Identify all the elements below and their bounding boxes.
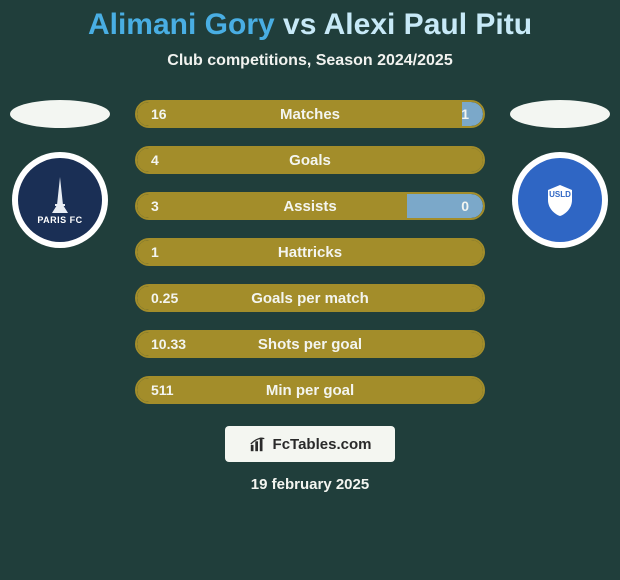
stat-label: Goals (137, 152, 483, 169)
team2-logo-inner: USLD (518, 158, 602, 242)
stat-label: Hattricks (137, 244, 483, 261)
stat-label: Matches (137, 106, 483, 123)
stat-bar: 161Matches (135, 100, 485, 128)
date-text: 19 february 2025 (0, 476, 620, 493)
team1-logo-text: PARIS FC (37, 215, 82, 225)
brand-badge: FcTables.com (225, 426, 395, 462)
stat-bar: 10.33Shots per goal (135, 330, 485, 358)
stat-label: Assists (137, 198, 483, 215)
stat-label: Min per goal (137, 382, 483, 399)
stat-bar: 1Hattricks (135, 238, 485, 266)
shield-icon: USLD (542, 182, 578, 218)
stat-bar: 30Assists (135, 192, 485, 220)
stats-bars: 161Matches 4Goals 30Assists 1Hattricks 0.25G… (135, 100, 485, 404)
stat-bar: 0.25Goals per match (135, 284, 485, 312)
team2-logo: USLD (512, 152, 608, 248)
left-column: PARIS FC (5, 100, 115, 248)
vs-text: vs (283, 8, 316, 41)
team1-logo: PARIS FC (12, 152, 108, 248)
infographic-root: Alimani Gory vs Alexi Paul Pitu Club com… (0, 0, 620, 580)
stat-bar: 4Goals (135, 146, 485, 174)
main-row: PARIS FC 161Matches 4Goals 30Assists 1Hattr… (0, 100, 620, 404)
stat-bar: 511Min per goal (135, 376, 485, 404)
player1-ellipse (10, 100, 110, 128)
bars-icon (249, 435, 267, 453)
subtitle: Club competitions, Season 2024/2025 (0, 52, 620, 70)
right-column: USLD (505, 100, 615, 248)
stat-label: Shots per goal (137, 336, 483, 353)
stat-label: Goals per match (137, 290, 483, 307)
player2-ellipse (510, 100, 610, 128)
comparison-title: Alimani Gory vs Alexi Paul Pitu (0, 8, 620, 42)
player2-name: Alexi Paul Pitu (324, 8, 532, 41)
brand-text: FcTables.com (273, 436, 372, 453)
team1-logo-inner: PARIS FC (18, 158, 102, 242)
player1-name: Alimani Gory (88, 8, 275, 41)
svg-text:USLD: USLD (549, 190, 571, 199)
eiffel-icon (40, 175, 80, 215)
footer-logo-wrap: FcTables.com (0, 426, 620, 462)
